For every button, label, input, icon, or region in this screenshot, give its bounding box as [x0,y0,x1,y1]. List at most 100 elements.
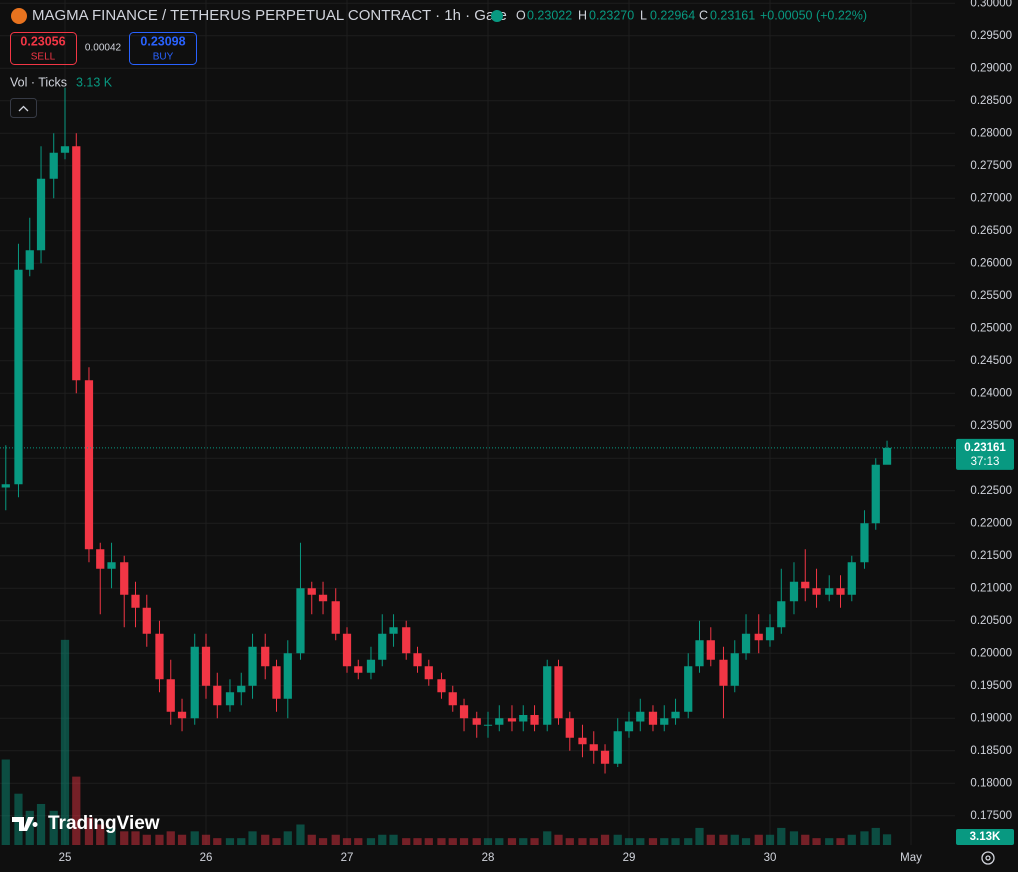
volume-bar [565,838,574,845]
candle-body [554,666,563,719]
x-tick-label: 25 [59,852,72,864]
volume-bar [225,838,235,845]
buy-button[interactable] [129,32,197,65]
candle-body [190,646,199,719]
y-tick-label: 0.24500 [970,355,1012,367]
candle-body [719,659,728,686]
candle-body [836,588,845,595]
volume-bar [648,838,658,845]
price-axis [955,0,1018,872]
y-tick-label: 0.26500 [970,225,1012,237]
candle-body [741,633,751,654]
x-tick-label: 27 [341,852,354,864]
candle-body [248,646,257,686]
candle-body [882,447,892,465]
y-tick-label: 0.28500 [970,95,1012,107]
volume-bar [483,838,493,845]
volume-bar [448,838,457,845]
volume-bar [201,834,211,845]
logo-icon [12,817,38,831]
y-tick-label: 0.30000 [970,0,1012,9]
volume-bar [354,838,363,845]
ohlc-value: 0.23270 [589,8,634,22]
volume-bar [472,838,481,845]
candle-body [342,633,352,667]
y-tick-label: 0.18000 [970,777,1012,789]
candle-body [424,666,433,680]
candle-body [107,562,116,569]
volume-bar [660,838,669,845]
buy-price: 0.23098 [140,34,185,48]
axis: 0.17500 0.18000 0.18500 0.19000 0.19500 0.200… [59,0,1012,864]
volume-bar [860,831,869,845]
sell-label: SELL [31,52,56,63]
candle-body [96,549,105,569]
sell-button[interactable] [10,32,77,65]
volume-bar [424,838,433,845]
ohlc-value: 0.23161 [710,8,755,22]
volume-bar [871,827,880,845]
title: MAGMA FINANCE / TETHERUS PERPETUAL CONTR… [32,7,507,24]
price-tag-countdown: 37:13 [971,456,1000,468]
volume-bar [261,834,270,845]
volume-bar [237,838,246,845]
price-tag: 0.23161 37:13 [956,438,1014,470]
price-tag-price: 0.23161 [964,442,1006,454]
volume-bar [213,838,222,845]
candle-body [437,679,446,693]
y-tick-label: 0.17500 [970,810,1012,822]
y-tick-label: 0.18500 [970,745,1012,757]
ohlc-label: L [640,8,647,22]
candle-body [283,653,292,699]
x-tick-label: 30 [764,852,777,864]
volume-bar [96,824,105,845]
volume-bar [72,776,81,845]
y-tick-label: 0.19500 [970,680,1012,692]
candle-body [459,705,469,719]
x-tick-label: 26 [200,852,213,864]
volume-bar [166,831,175,845]
candle-body [671,711,680,719]
candle-body [519,715,528,722]
volume-bar [519,838,528,845]
volume-bar [730,834,739,845]
volume-bar [307,834,316,845]
ohlc-label: C [699,8,708,22]
volume-bar [636,838,645,845]
volume-bar [600,834,610,845]
volume-bar [25,810,34,845]
volume-bar [882,834,892,845]
volume-bar [342,838,352,845]
volume-bar [413,838,422,845]
ohlc-value: 0.22964 [650,8,695,22]
y-tick-label: 0.28000 [970,127,1012,139]
candle-body [706,640,715,660]
candle-body [120,562,129,595]
settings-icon-center [985,855,991,861]
volume-bar [530,838,539,845]
collapse-button[interactable] [10,98,37,118]
y-tick-label: 0.25000 [970,322,1012,334]
y-tick-label: 0.21500 [970,550,1012,562]
volume-bar [142,834,151,845]
volume-tag-text: 3.13K [970,831,1001,843]
volume-bar [49,810,58,845]
y-tick-label: 0.24000 [970,387,1012,399]
candle-body [166,679,175,712]
candle-body [14,269,23,485]
candle-body [507,718,517,722]
y-tick-label: 0.29000 [970,62,1012,74]
settings-icon[interactable] [981,851,995,865]
volume-bar [283,831,292,845]
candle-body [483,724,493,726]
candle-body [589,744,598,751]
y-tick-label: 0.29500 [970,30,1012,42]
ohlc-label: H [578,8,587,22]
x-tick-label: 29 [623,852,636,864]
candle-body [801,581,810,589]
candle-body [272,666,281,699]
candle-body [754,633,763,641]
candle-body [730,653,739,686]
volume-bar [36,803,46,845]
